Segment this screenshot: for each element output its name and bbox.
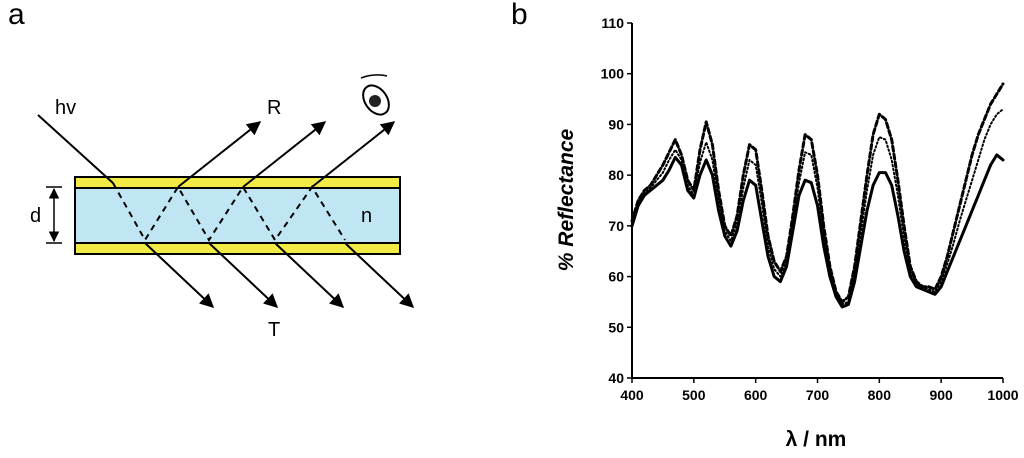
- x-tick-label: 500: [682, 387, 706, 403]
- ticks-layer: 40 50 60 70 80 90 100 110 400 500 600 700 800 900 1000: [601, 15, 1019, 403]
- incident-ray: [37, 114, 114, 184]
- x-tick-label: 800: [868, 387, 892, 403]
- film-core: [74, 186, 401, 244]
- x-tick-label: 400: [620, 387, 644, 403]
- series-line-dotted: [631, 108, 1004, 306]
- bottom-layer: [74, 242, 401, 255]
- y-tick-label: 60: [608, 269, 624, 285]
- transmitted-ray-1: [144, 242, 215, 308]
- x-tick-label: 1000: [987, 387, 1018, 403]
- panel-label-a: a: [8, 0, 25, 31]
- x-tick-label: 900: [929, 387, 953, 403]
- x-tick-label: 700: [806, 387, 830, 403]
- y-tick-label: 100: [601, 66, 625, 82]
- internal-reflections: [112, 182, 346, 242]
- reflected-ray-2: [242, 121, 327, 188]
- panel-label-b: b: [511, 0, 528, 31]
- incident-label: hv: [55, 97, 76, 119]
- y-tick-label: 70: [608, 218, 624, 234]
- transmitted-ray-4: [344, 242, 415, 308]
- thickness-label: d: [30, 205, 41, 227]
- refractive-index-label: n: [361, 205, 372, 227]
- transmitted-label: T: [268, 319, 280, 341]
- transmitted-ray-2: [208, 242, 279, 308]
- reflected-ray-3: [311, 121, 396, 188]
- transmitted-ray-3: [274, 242, 345, 308]
- y-tick-label: 110: [601, 15, 624, 31]
- y-tick-label: 50: [608, 319, 624, 335]
- reflected-ray-1: [177, 121, 262, 188]
- reflected-label: R: [267, 97, 281, 119]
- series-line-solid: [630, 153, 1005, 309]
- reflectance-chart: 40 50 60 70 80 90 100 110 400 500 600 700 800 900 1000…: [555, 15, 1019, 451]
- y-tick-label: 90: [608, 116, 624, 132]
- x-tick-label: 600: [744, 387, 768, 403]
- x-axis-title: λ / nm: [786, 428, 847, 451]
- top-layer: [74, 176, 401, 189]
- thin-film-diagram: hv R T d n: [30, 74, 415, 341]
- y-axis-title: % Reflectance: [555, 128, 578, 271]
- series-layer: [630, 82, 1005, 309]
- y-tick-label: 40: [608, 370, 624, 386]
- y-tick-label: 80: [608, 167, 624, 183]
- eye-icon: [360, 74, 390, 116]
